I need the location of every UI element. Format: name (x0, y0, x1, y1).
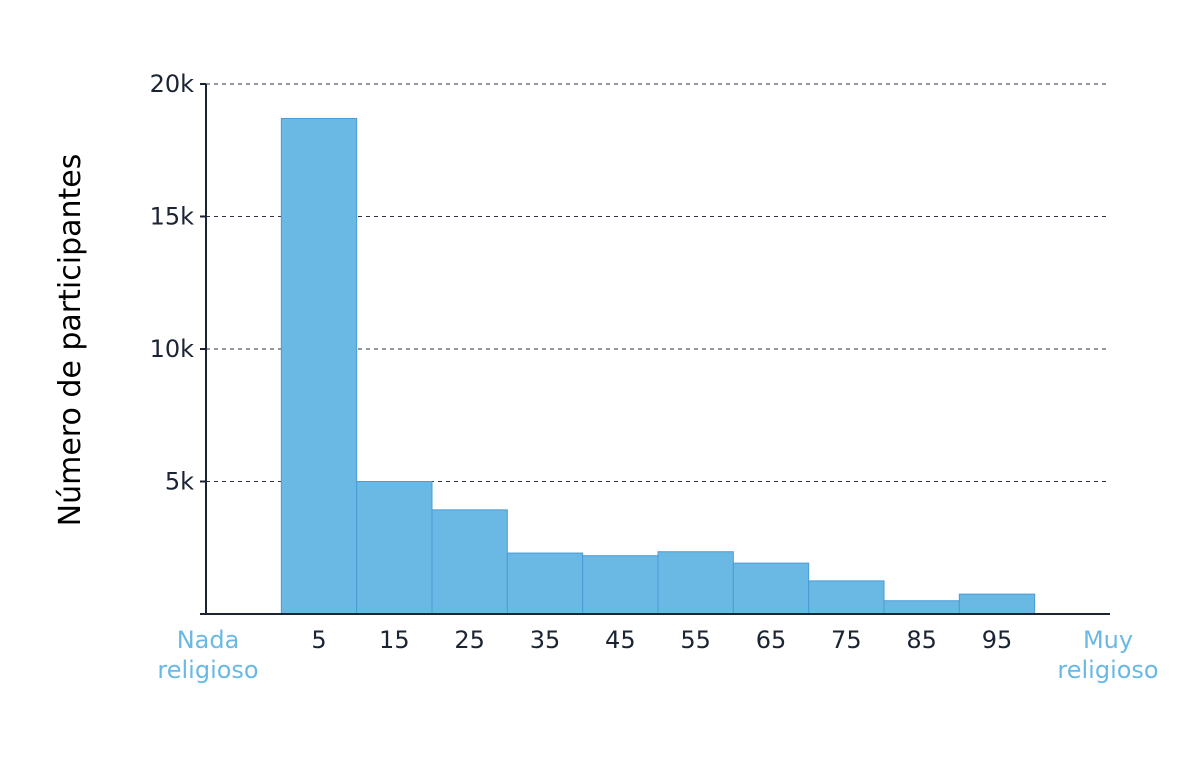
bar-95 (958, 593, 1036, 615)
x-tick-label: 75 (831, 626, 862, 654)
x-tick-label: 45 (605, 626, 636, 654)
x-end-label-right-line1: Muy (1083, 626, 1133, 654)
x-end-label-left-line1: Nada (177, 626, 240, 654)
x-tick-label: 5 (311, 626, 326, 654)
x-tick-label: 25 (454, 626, 485, 654)
bar-15 (356, 481, 433, 615)
x-tick-label: 95 (982, 626, 1013, 654)
x-tick-label: 55 (680, 626, 711, 654)
x-end-label-left-line2: religioso (157, 656, 258, 684)
y-tick-label: 10k (150, 335, 195, 363)
bar-45 (582, 555, 659, 615)
y-tick-label: 15k (150, 203, 195, 231)
x-tick-label: 85 (906, 626, 937, 654)
x-tick-label: 65 (756, 626, 787, 654)
bar-5 (280, 117, 358, 615)
x-tick-label: 35 (530, 626, 561, 654)
y-tick-label: 20k (150, 70, 195, 98)
x-tick-label: 15 (379, 626, 410, 654)
bar-55 (657, 551, 734, 615)
bar-75 (808, 580, 885, 615)
bar-65 (732, 562, 810, 615)
x-end-label-right-line2: religioso (1057, 656, 1158, 684)
bar-35 (506, 552, 584, 615)
y-axis-label: Número de participantes (53, 154, 88, 527)
y-tick-label: 5k (165, 468, 194, 496)
bar-25 (431, 509, 508, 615)
bar-85 (883, 600, 960, 615)
